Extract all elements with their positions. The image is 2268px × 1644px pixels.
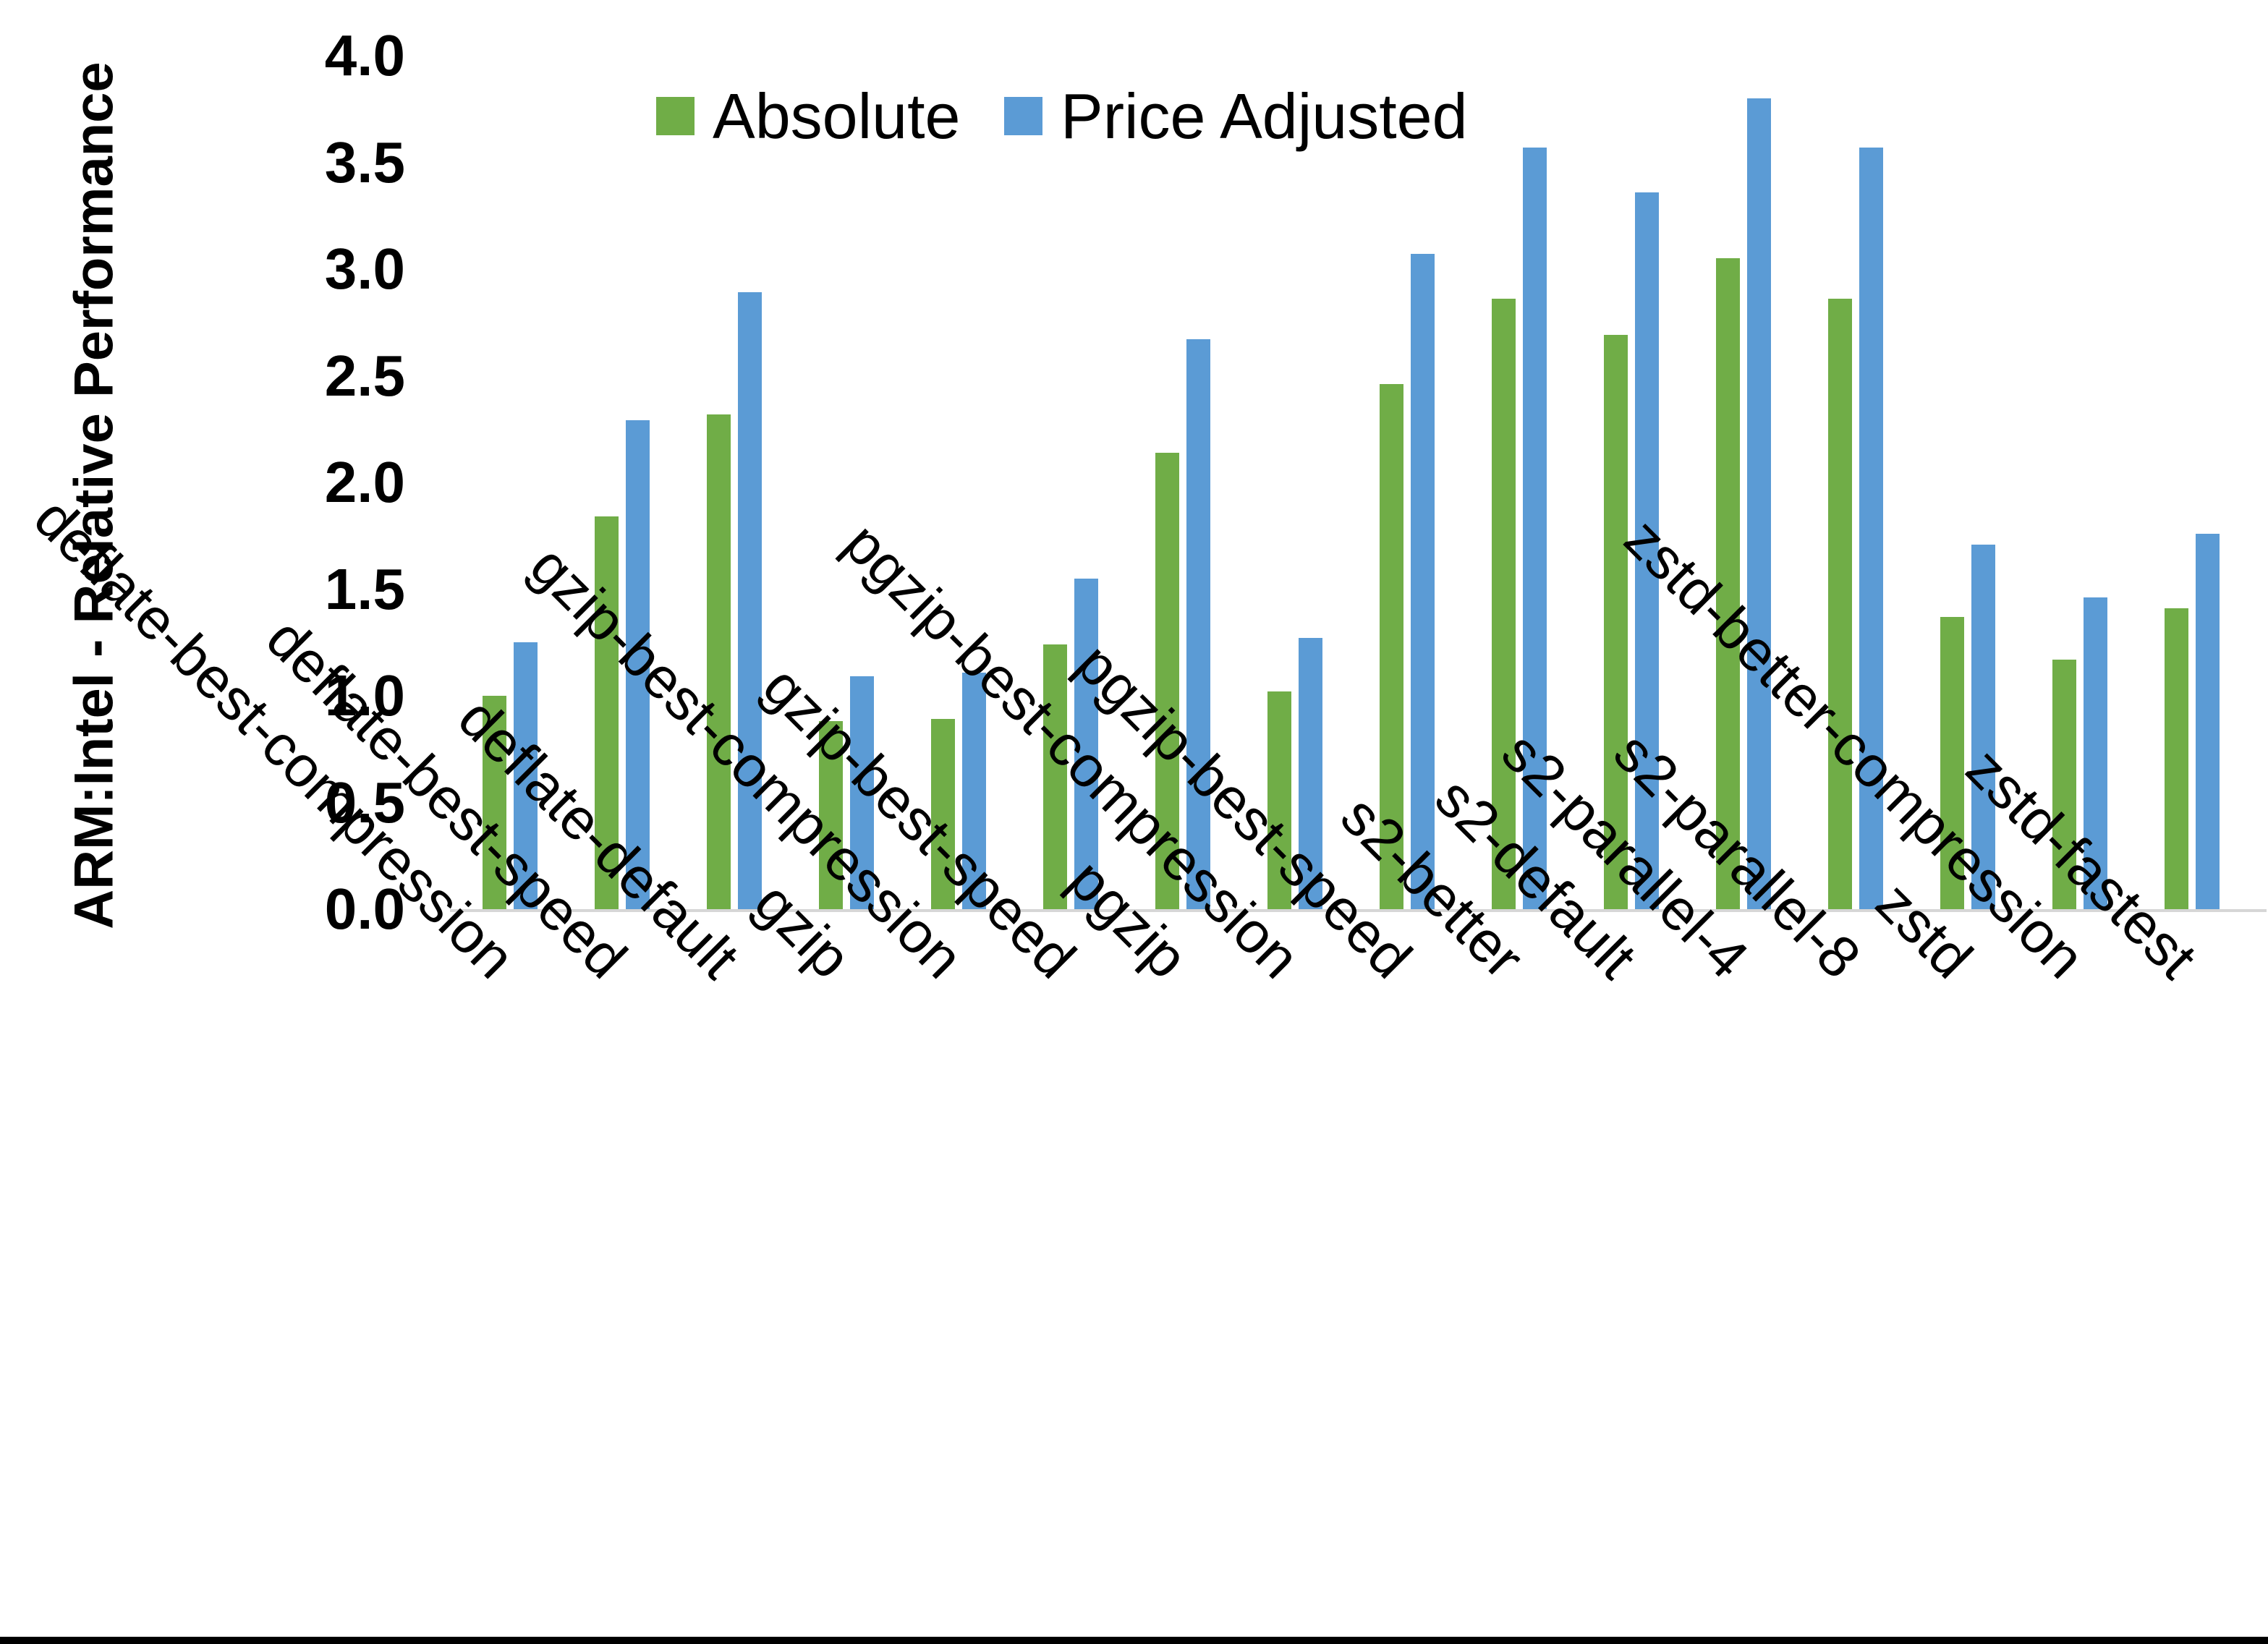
y-axis-tick-label: 0.0 xyxy=(324,877,405,941)
y-axis-tick-label: 3.5 xyxy=(324,129,405,195)
y-axis-tick-label: 1.0 xyxy=(324,663,405,728)
bar-price-adjusted xyxy=(738,292,762,909)
bar-price-adjusted xyxy=(962,673,986,909)
bar-price-adjusted xyxy=(1971,545,1995,909)
y-axis-tick-label: 4.0 xyxy=(324,23,405,88)
legend-swatch-price-adjusted-icon xyxy=(1004,97,1042,135)
bar-price-adjusted xyxy=(1186,339,1210,909)
bar-absolute xyxy=(1267,691,1291,909)
bar-absolute xyxy=(819,721,843,909)
legend-label-price-adjusted: Price Adjusted xyxy=(1061,80,1468,152)
y-axis-tick-label: 0.5 xyxy=(324,770,405,835)
legend: Absolute Price Adjusted xyxy=(0,0,2268,174)
bar-absolute xyxy=(1043,644,1067,909)
bar-price-adjusted xyxy=(1523,148,1547,909)
legend-swatch-absolute-icon xyxy=(656,97,695,135)
bar-price-adjusted xyxy=(2084,597,2107,909)
bar-price-adjusted xyxy=(1411,254,1435,909)
y-axis-tick-label: 2.0 xyxy=(324,450,405,514)
bar-absolute xyxy=(1492,299,1516,909)
x-axis-line xyxy=(450,909,2267,912)
legend-item-price-adjusted: Price Adjusted xyxy=(1004,84,1468,148)
bar-absolute xyxy=(483,696,506,909)
bar-absolute xyxy=(707,414,731,909)
bar-absolute xyxy=(2052,660,2076,909)
bar-absolute xyxy=(1380,384,1403,909)
y-axis-tick-label: 3.0 xyxy=(324,237,405,301)
bar-price-adjusted xyxy=(1859,148,1883,909)
bar-absolute xyxy=(1716,258,1740,909)
y-axis-tick-label: 2.5 xyxy=(324,343,405,408)
bar-absolute xyxy=(1828,299,1852,909)
bar-absolute xyxy=(1155,453,1179,909)
bar-price-adjusted xyxy=(514,642,538,909)
legend-item-absolute: Absolute xyxy=(656,84,960,148)
bar-price-adjusted xyxy=(1299,638,1322,909)
bar-absolute xyxy=(931,719,955,909)
legend-label-absolute: Absolute xyxy=(713,80,961,152)
bottom-border xyxy=(0,1637,2268,1644)
bar-price-adjusted xyxy=(850,676,874,909)
y-axis-tick-label: 1.5 xyxy=(324,556,405,621)
bar-price-adjusted xyxy=(1635,192,1659,909)
bar-price-adjusted xyxy=(1747,98,1771,909)
bar-price-adjusted xyxy=(626,420,650,909)
bar-absolute xyxy=(2165,608,2188,909)
bar-absolute xyxy=(1604,335,1628,909)
bar-absolute xyxy=(1940,617,1964,909)
bar-absolute xyxy=(595,516,619,909)
bar-price-adjusted xyxy=(2196,534,2220,909)
bar-price-adjusted xyxy=(1074,579,1098,909)
